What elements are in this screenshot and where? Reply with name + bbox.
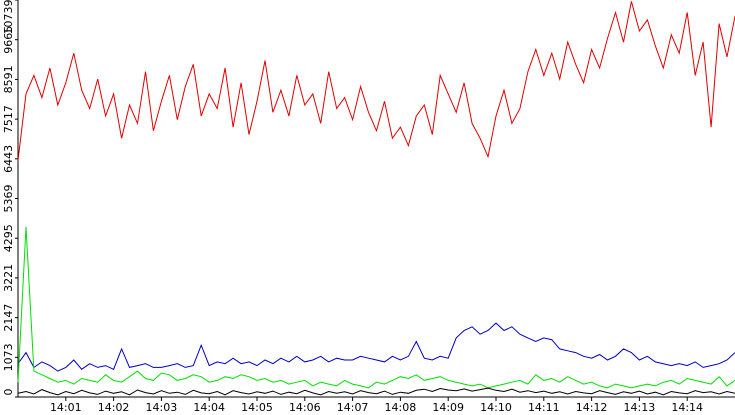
x-tick-label: 14:09 bbox=[432, 401, 464, 414]
x-tick-label: 14:03 bbox=[146, 401, 178, 414]
x-tick-label: 14:11 bbox=[528, 401, 560, 414]
x-tick-label: 14:05 bbox=[241, 401, 273, 414]
y-tick-label: 1073 bbox=[2, 343, 15, 371]
series-line bbox=[17, 1, 735, 161]
y-tick-label: 2147 bbox=[2, 304, 15, 332]
series-line bbox=[17, 226, 735, 389]
x-tick-label: 14:01 bbox=[50, 401, 82, 414]
y-tick-label: 5369 bbox=[2, 185, 15, 213]
x-tick-label: 14:07 bbox=[337, 401, 369, 414]
x-tick-label: 14:14 bbox=[671, 401, 703, 414]
y-tick-label: 9665 bbox=[2, 26, 15, 54]
y-tick-label: 4295 bbox=[2, 224, 15, 252]
y-tick-label: 0 bbox=[2, 389, 15, 396]
series-line bbox=[17, 322, 735, 372]
series-line bbox=[17, 387, 735, 396]
y-tick-label: 3221 bbox=[2, 264, 15, 292]
x-tick-label: 14:04 bbox=[193, 401, 225, 414]
x-tick-label: 14:02 bbox=[98, 401, 130, 414]
x-tick-label: 14:08 bbox=[385, 401, 417, 414]
x-tick-label: 14:12 bbox=[576, 401, 608, 414]
x-tick-label: 14:10 bbox=[480, 401, 512, 414]
y-tick-label: 6443 bbox=[2, 145, 15, 173]
y-tick-label: 7517 bbox=[2, 105, 15, 133]
x-tick-label: 14:06 bbox=[289, 401, 321, 414]
y-tick-label: 8591 bbox=[2, 65, 15, 93]
y-tick-label: 10739 bbox=[2, 0, 15, 35]
x-tick-label: 14:13 bbox=[624, 401, 656, 414]
